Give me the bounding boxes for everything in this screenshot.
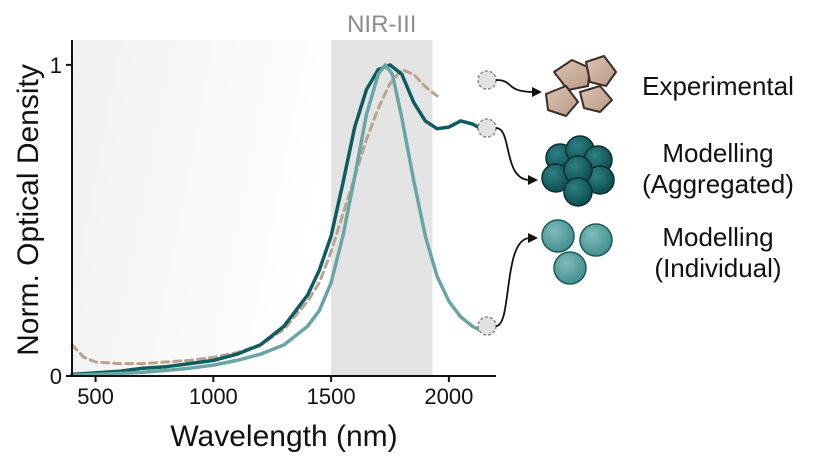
x-tick-label: 1500 (307, 384, 356, 409)
legend-connectors (477, 70, 542, 336)
x-tick-label: 2000 (424, 384, 473, 409)
legend-label-individual-line2: (Individual) (654, 253, 781, 283)
curve-end-marker-experimental (477, 70, 497, 90)
nir-iii-label: NIR-III (347, 11, 416, 38)
series-line-aggregated (70, 63, 486, 377)
connector-arrowhead-aggregated (528, 175, 538, 185)
legend-label-individual-line1: Modelling (662, 222, 773, 252)
aggregated-spheres-icon (541, 135, 615, 207)
irregular-particles-icon (545, 55, 617, 117)
y-axis-title: Norm. Optical Density (12, 64, 45, 356)
y-tick-label: 0 (50, 364, 62, 389)
legend-label-experimental: Experimental (642, 71, 794, 101)
plot-background-shade (72, 40, 332, 376)
curve-end-marker-individual (477, 316, 497, 336)
legend-label-aggregated-line2: (Aggregated) (642, 169, 794, 199)
individual-spheres-icon (541, 219, 613, 285)
connector-arrowhead-individual (528, 233, 538, 243)
connector-arrowhead-experimental (532, 87, 542, 97)
legend: Experimental Modelling (Aggregated) Mode… (642, 71, 794, 283)
connector-line-experimental (495, 79, 535, 93)
x-tick-label: 500 (77, 384, 114, 409)
series-group (70, 63, 486, 377)
legend-label-aggregated-line1: Modelling (662, 138, 773, 168)
connector-line-aggregated (495, 127, 531, 181)
x-tick-label: 1000 (189, 384, 238, 409)
x-axis-title: Wavelength (nm) (170, 420, 397, 453)
connector-line-individual (495, 237, 531, 327)
curve-end-marker-aggregated (477, 118, 497, 138)
series-line-individual (70, 63, 486, 377)
y-tick-label: 1 (50, 53, 62, 78)
ticks-group: 500 1000 1500 2000 0 1 (50, 53, 474, 409)
